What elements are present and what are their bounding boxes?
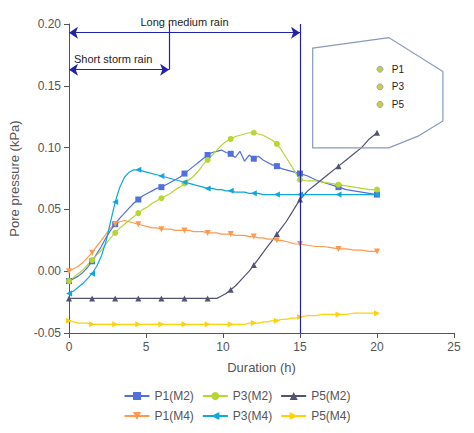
svg-text:25: 25 xyxy=(447,340,461,354)
svg-text:0.20: 0.20 xyxy=(38,17,62,31)
svg-text:20: 20 xyxy=(370,340,384,354)
svg-text:P3(M4): P3(M4) xyxy=(233,409,272,423)
svg-text:15: 15 xyxy=(293,340,307,354)
svg-text:Short storm rain: Short storm rain xyxy=(74,53,152,65)
svg-text:0.00: 0.00 xyxy=(38,264,62,278)
svg-text:Duration (h): Duration (h) xyxy=(227,360,296,375)
svg-text:5: 5 xyxy=(143,340,150,354)
svg-text:Pore pressure (kPa): Pore pressure (kPa) xyxy=(7,120,22,236)
svg-text:P5(M4): P5(M4) xyxy=(311,409,350,423)
svg-text:-0.05: -0.05 xyxy=(34,326,62,340)
svg-text:10: 10 xyxy=(216,340,230,354)
svg-text:P3: P3 xyxy=(392,81,405,92)
svg-text:0: 0 xyxy=(66,340,73,354)
svg-text:0.10: 0.10 xyxy=(38,141,62,155)
svg-text:0.15: 0.15 xyxy=(38,79,62,93)
svg-text:P5(M2): P5(M2) xyxy=(311,389,350,403)
svg-text:P1: P1 xyxy=(392,64,405,75)
svg-text:P1(M2): P1(M2) xyxy=(154,389,193,403)
svg-text:P1(M4): P1(M4) xyxy=(154,409,193,423)
svg-text:P3(M2): P3(M2) xyxy=(233,389,272,403)
svg-text:P5: P5 xyxy=(392,99,405,110)
svg-text:Long medium rain: Long medium rain xyxy=(140,16,228,28)
svg-text:0.05: 0.05 xyxy=(38,202,62,216)
